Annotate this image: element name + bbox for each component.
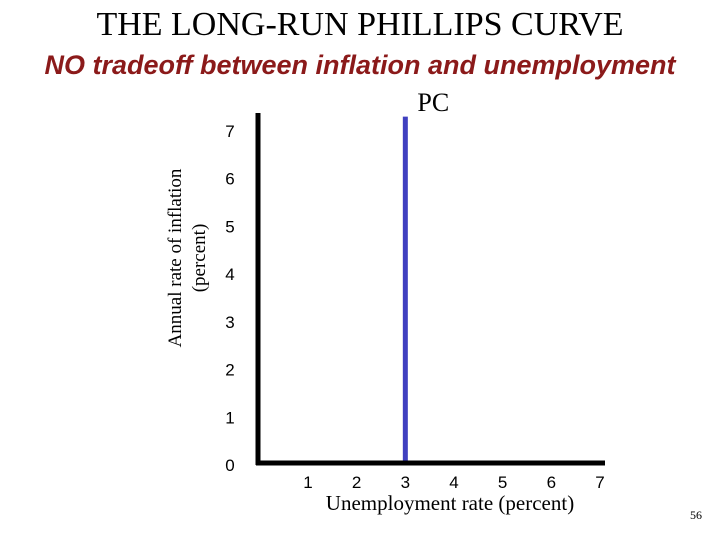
x-tick-label: 6 (547, 473, 556, 492)
y-tick-label: 5 (225, 217, 234, 236)
slide-title: THE LONG-RUN PHILLIPS CURVE (96, 6, 624, 43)
y-tick-label: 2 (225, 361, 234, 380)
tick-labels: 0 1 2 3 4 5 6 7 1 2 3 4 5 6 7 (225, 122, 604, 492)
y-tick-label: 6 (225, 170, 234, 189)
x-tick-label: 1 (303, 473, 312, 492)
x-tick-label: 5 (498, 473, 507, 492)
y-tick-label: 1 (225, 408, 234, 427)
x-tick-label: 4 (449, 473, 458, 492)
y-tick-label: 7 (225, 122, 234, 141)
x-tick-label: 3 (401, 473, 410, 492)
x-tick-label: 2 (352, 473, 361, 492)
slide-subtitle: NO tradeoff between inflation and unempl… (44, 50, 676, 80)
x-axis-label: Unemployment rate (percent) (326, 491, 574, 515)
pc-curve-label: PC (417, 88, 449, 117)
y-tick-label: 3 (225, 313, 234, 332)
page-number: 56 (690, 508, 702, 522)
x-tick-label: 7 (595, 473, 604, 492)
y-tick-label: 4 (225, 265, 234, 284)
y-tick-label: 0 (225, 456, 234, 475)
